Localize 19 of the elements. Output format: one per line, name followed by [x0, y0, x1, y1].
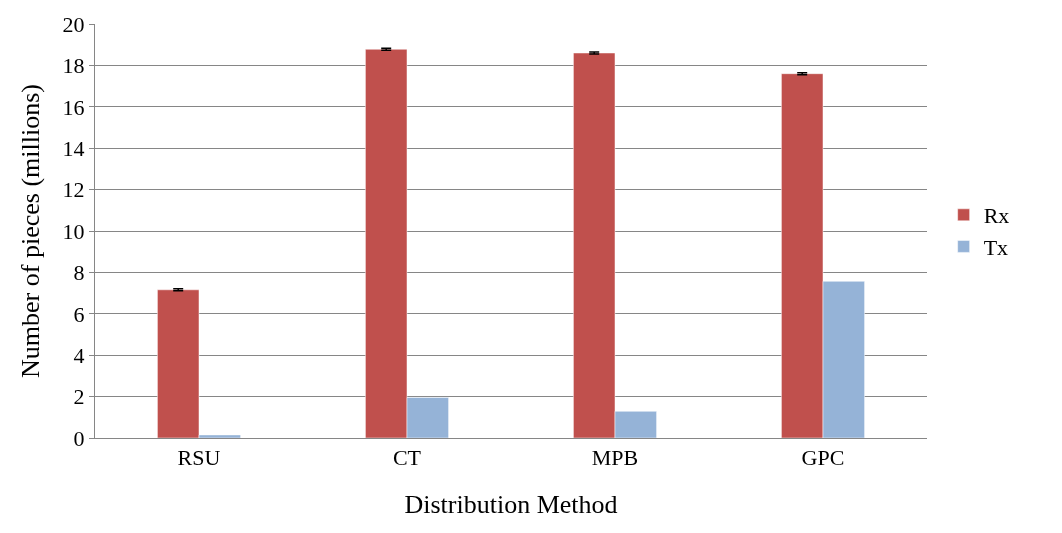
y-tick-label: 4	[73, 342, 85, 368]
x-tick-label: RSU	[177, 445, 221, 471]
x-tick-label: CT	[392, 445, 422, 471]
y-tick-label: 14	[62, 135, 85, 161]
x-tick-label: MPB	[591, 445, 639, 471]
x-tick-label: GPC	[801, 445, 845, 471]
x-axis-title: Distribution Method	[404, 490, 618, 520]
y-tick-label: 16	[62, 94, 85, 120]
y-tick-label: 0	[73, 425, 85, 451]
legend-label: Tx	[983, 234, 1009, 260]
y-tick-label: 12	[62, 177, 85, 203]
y-axis-title: Number of pieces (millions)	[16, 84, 45, 378]
y-tick-label: 20	[62, 11, 85, 37]
y-tick-label: 18	[62, 53, 85, 79]
y-tick-label: 8	[73, 260, 85, 286]
y-tick-label: 10	[62, 218, 85, 244]
legend-label: Rx	[983, 203, 1010, 229]
y-tick-label: 2	[73, 384, 85, 410]
y-tick-label: 6	[73, 301, 85, 327]
